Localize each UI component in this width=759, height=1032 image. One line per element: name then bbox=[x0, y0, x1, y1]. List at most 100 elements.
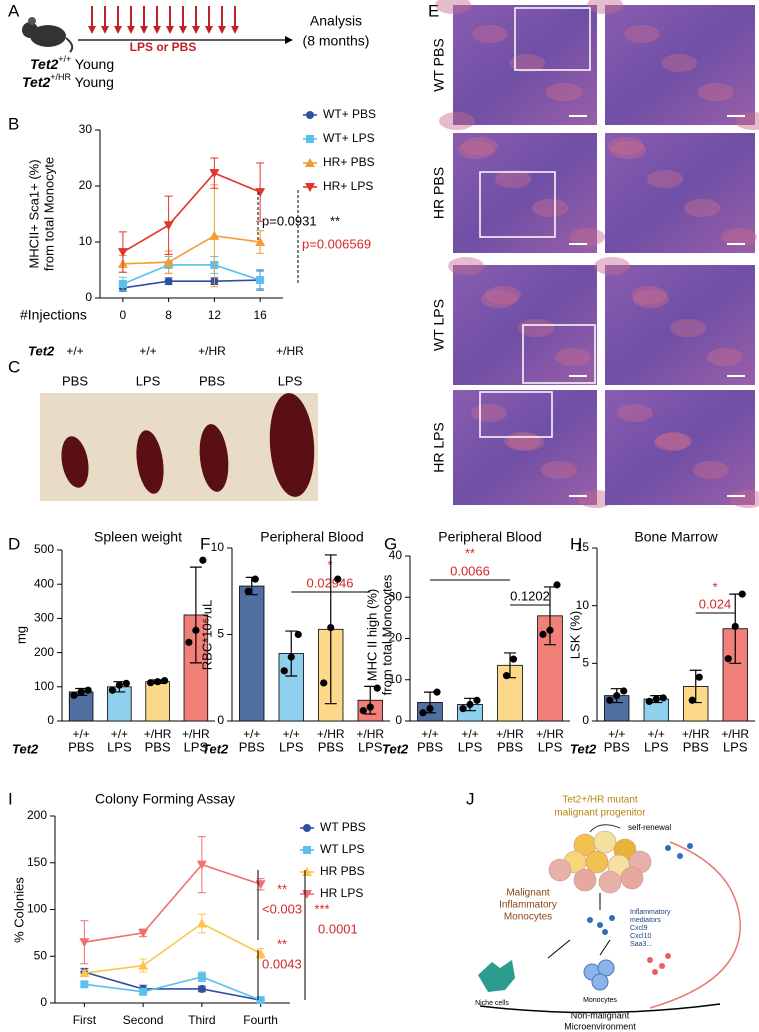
scale-bar bbox=[727, 115, 745, 117]
zoom-box bbox=[522, 324, 596, 384]
x-tick-label: Second bbox=[123, 1013, 164, 1027]
chart-title: Peripheral Blood bbox=[438, 529, 542, 545]
tissue-patch bbox=[730, 490, 759, 508]
x-tick-label: LPS bbox=[107, 739, 132, 754]
genotype-label: +/+ bbox=[66, 344, 83, 358]
data-point bbox=[652, 695, 660, 703]
mouse-body bbox=[30, 25, 66, 47]
panel-letter: C bbox=[8, 357, 20, 376]
genotype: +/HR bbox=[50, 72, 71, 82]
annotation: 0.0066 bbox=[450, 563, 490, 578]
monocytes-label: Monocytes bbox=[583, 997, 617, 1004]
tissue-patch bbox=[707, 348, 743, 366]
x-tick-label: PBS bbox=[417, 739, 443, 754]
feedback-arrow bbox=[649, 841, 741, 1009]
mediator-label: mediators bbox=[630, 917, 661, 924]
row-label: Tet2 bbox=[382, 741, 409, 756]
legend-label: WT LPS bbox=[320, 842, 364, 856]
treatment-label: PBS bbox=[62, 373, 88, 388]
scale-bar bbox=[727, 495, 745, 497]
annotation: *** bbox=[314, 901, 329, 916]
data-point bbox=[192, 626, 200, 634]
data-point bbox=[117, 248, 128, 258]
spleen bbox=[136, 430, 164, 494]
y-tick-label: 5 bbox=[217, 627, 224, 641]
legend-label: WT+ PBS bbox=[323, 107, 376, 121]
genotype-label: +/HR bbox=[276, 344, 304, 358]
y-tick-label: 200 bbox=[27, 808, 47, 822]
tissue-patch bbox=[495, 170, 531, 188]
data-point bbox=[139, 987, 148, 996]
scale-bar bbox=[569, 115, 587, 117]
injection-arrow-head bbox=[205, 26, 213, 34]
legend-label: WT+ LPS bbox=[323, 131, 375, 145]
progenitor-label: Tet2+/HR mutant bbox=[562, 795, 638, 806]
chart-title: Colony Forming Assay bbox=[95, 791, 235, 807]
legend-label: HR PBS bbox=[320, 864, 365, 878]
x-tick-label: Fourth bbox=[243, 1013, 278, 1027]
tissue-patch bbox=[661, 54, 697, 72]
tissue-patch bbox=[546, 83, 582, 101]
injection-arrow-head bbox=[127, 26, 135, 34]
row-label: HR LPS bbox=[431, 422, 447, 473]
scale-bar bbox=[569, 495, 587, 497]
age: Young bbox=[71, 56, 114, 72]
x-tick-label: LPS bbox=[279, 739, 304, 754]
data-point bbox=[327, 623, 335, 632]
y-tick-label: 100 bbox=[27, 902, 47, 916]
zoom-box bbox=[479, 171, 556, 238]
data-point bbox=[459, 705, 467, 713]
tissue-patch bbox=[670, 319, 706, 337]
x-tick-label: Third bbox=[188, 1013, 215, 1027]
data-point bbox=[373, 684, 381, 692]
data-point bbox=[256, 996, 265, 1005]
mediator-dot bbox=[609, 915, 615, 921]
series-line bbox=[84, 975, 261, 1001]
panel-letter: B bbox=[8, 114, 19, 133]
niche-label: Niche cells bbox=[475, 1000, 509, 1007]
row-label: WT PBS bbox=[431, 38, 447, 91]
scale-bar bbox=[569, 243, 587, 245]
series-line bbox=[122, 264, 261, 285]
data-point bbox=[80, 980, 89, 989]
tissue-patch bbox=[633, 290, 669, 308]
genotype-label: Tet2+/+ Young bbox=[30, 54, 114, 71]
injection-arrow-head bbox=[218, 26, 226, 34]
gene: Tet2 bbox=[22, 74, 50, 90]
tissue-patch bbox=[439, 112, 475, 130]
y-tick-label: 100 bbox=[34, 679, 54, 693]
mediator-dot bbox=[587, 917, 593, 923]
panel-letter: I bbox=[8, 789, 13, 808]
legend-marker bbox=[305, 158, 315, 167]
tissue-patch bbox=[472, 25, 508, 43]
tissue-patch bbox=[532, 199, 568, 217]
tissue-patch bbox=[458, 141, 494, 159]
data-point bbox=[502, 672, 511, 680]
x-tick-label: PBS bbox=[68, 739, 94, 754]
data-point bbox=[294, 630, 302, 639]
self-renewal-label: self-renewal bbox=[628, 823, 671, 832]
error-bar bbox=[544, 586, 556, 646]
data-point bbox=[255, 188, 266, 198]
tissue-patch bbox=[485, 286, 521, 304]
histology-image bbox=[453, 390, 597, 505]
y-tick-label: 200 bbox=[34, 645, 54, 659]
mouse-ear bbox=[28, 17, 36, 25]
series-line bbox=[122, 172, 261, 253]
genotype-label: +/+ bbox=[111, 727, 128, 741]
data-point bbox=[84, 686, 92, 694]
data-point bbox=[419, 709, 427, 717]
y-tick-label: 0 bbox=[40, 995, 47, 1009]
genotype: +/+ bbox=[58, 54, 71, 64]
chart-title: Spleen weight bbox=[94, 529, 182, 545]
genotype-label: +/HR bbox=[182, 727, 210, 741]
tissue-patch bbox=[693, 461, 729, 479]
tissue-patch bbox=[541, 461, 577, 479]
genotype-label: +/+ bbox=[72, 727, 89, 741]
histology-image bbox=[453, 133, 597, 253]
data-point bbox=[426, 705, 434, 713]
panel-letter: D bbox=[8, 534, 20, 553]
mouse-head bbox=[22, 22, 38, 38]
x-tick-label: LPS bbox=[458, 739, 483, 754]
